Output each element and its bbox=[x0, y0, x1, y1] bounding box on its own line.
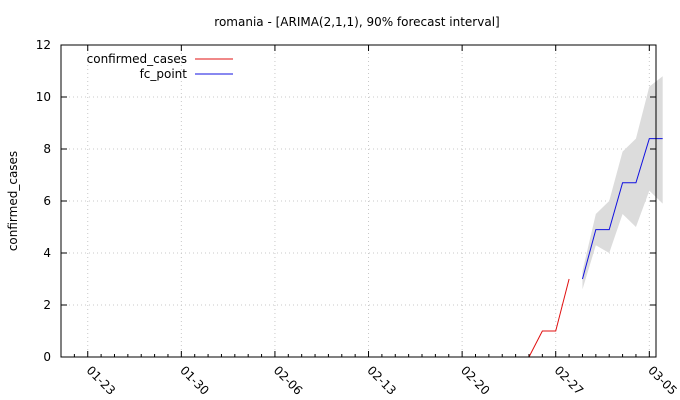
legend: confirmed_cases fc_point bbox=[87, 52, 233, 81]
x-tick-label: 02-06 bbox=[271, 363, 306, 398]
plot-frame bbox=[60, 44, 657, 358]
x-tick-label: 02-20 bbox=[458, 363, 493, 398]
x-tick-label: 03-05 bbox=[645, 363, 680, 398]
y-tick-label: 8 bbox=[43, 142, 51, 156]
x-tick-label: 01-30 bbox=[177, 363, 212, 398]
legend-label-fc-point: fc_point bbox=[140, 67, 188, 81]
x-tick-label: 01-23 bbox=[84, 363, 119, 398]
y-tick-label: 12 bbox=[36, 38, 51, 52]
x-tick-label: 02-13 bbox=[364, 363, 399, 398]
grid bbox=[61, 45, 656, 357]
y-axis-label: confirmed_cases bbox=[6, 151, 20, 251]
y-tick-label: 4 bbox=[43, 246, 51, 260]
y-tick-label: 10 bbox=[36, 90, 51, 104]
y-tick-label: 6 bbox=[43, 194, 51, 208]
series-lines bbox=[528, 138, 663, 358]
series-line-fc-point bbox=[581, 138, 663, 280]
y-tick-label: 2 bbox=[43, 298, 51, 312]
x-tick-label: 02-27 bbox=[552, 363, 587, 398]
chart-title: romania - [ARIMA(2,1,1), 90% forecast in… bbox=[214, 15, 499, 29]
series-line-confirmed-cases bbox=[528, 278, 570, 358]
axes: 0 2 4 6 8 10 12 01-23 01-30 02-06 02-13 02-20 02-27 0… bbox=[36, 38, 680, 398]
y-tick-label: 0 bbox=[43, 350, 51, 364]
legend-label-confirmed-cases: confirmed_cases bbox=[87, 52, 187, 66]
